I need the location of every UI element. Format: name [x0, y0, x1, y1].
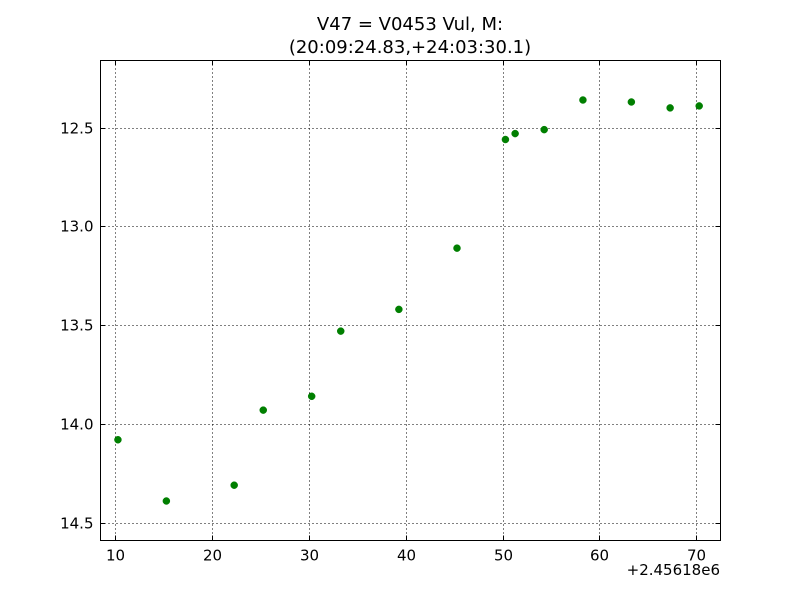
- data-point: [307, 392, 316, 401]
- plot-frame: [100, 60, 721, 541]
- y-tick-label: 13.5: [60, 317, 93, 335]
- data-point: [114, 436, 122, 444]
- y-tick-label: 14.0: [60, 416, 93, 434]
- data-point: [540, 125, 548, 134]
- grid-layer: [100, 60, 721, 541]
- data-point: [453, 244, 461, 252]
- x-tick-label: 70: [687, 547, 706, 565]
- x-tick-label: 50: [494, 547, 513, 565]
- chart-title-line-1: V47 = V0453 Vul, M:: [317, 14, 503, 35]
- x-tick-label: 40: [397, 547, 416, 565]
- data-point: [511, 129, 519, 138]
- tick-layer: 10 20 30 40 50 60 70 12.5 13.0 13.5 14.0 14.5: [60, 60, 721, 565]
- x-tick-label: 20: [203, 547, 222, 565]
- data-point: [395, 305, 403, 314]
- y-tick-label: 13.0: [60, 218, 93, 236]
- chart-title-line-2: (20:09:24.83,+24:03:30.1): [289, 37, 531, 58]
- data-point: [162, 497, 171, 505]
- data-point: [695, 102, 703, 110]
- data-point: [627, 98, 636, 106]
- data-point: [666, 104, 674, 112]
- data-point: [579, 96, 587, 104]
- x-tick-label: 30: [300, 547, 319, 565]
- data-point: [501, 135, 510, 144]
- data-point: [259, 406, 267, 414]
- x-tick-label: 60: [590, 547, 609, 565]
- y-tick-label: 14.5: [60, 515, 93, 533]
- y-tick-label: 12.5: [60, 120, 93, 138]
- x-tick-label: 10: [106, 547, 125, 565]
- x-axis-offset-label: +2.45618e6: [627, 561, 720, 579]
- data-points: [114, 96, 703, 505]
- data-point: [337, 327, 345, 335]
- data-point: [230, 481, 238, 489]
